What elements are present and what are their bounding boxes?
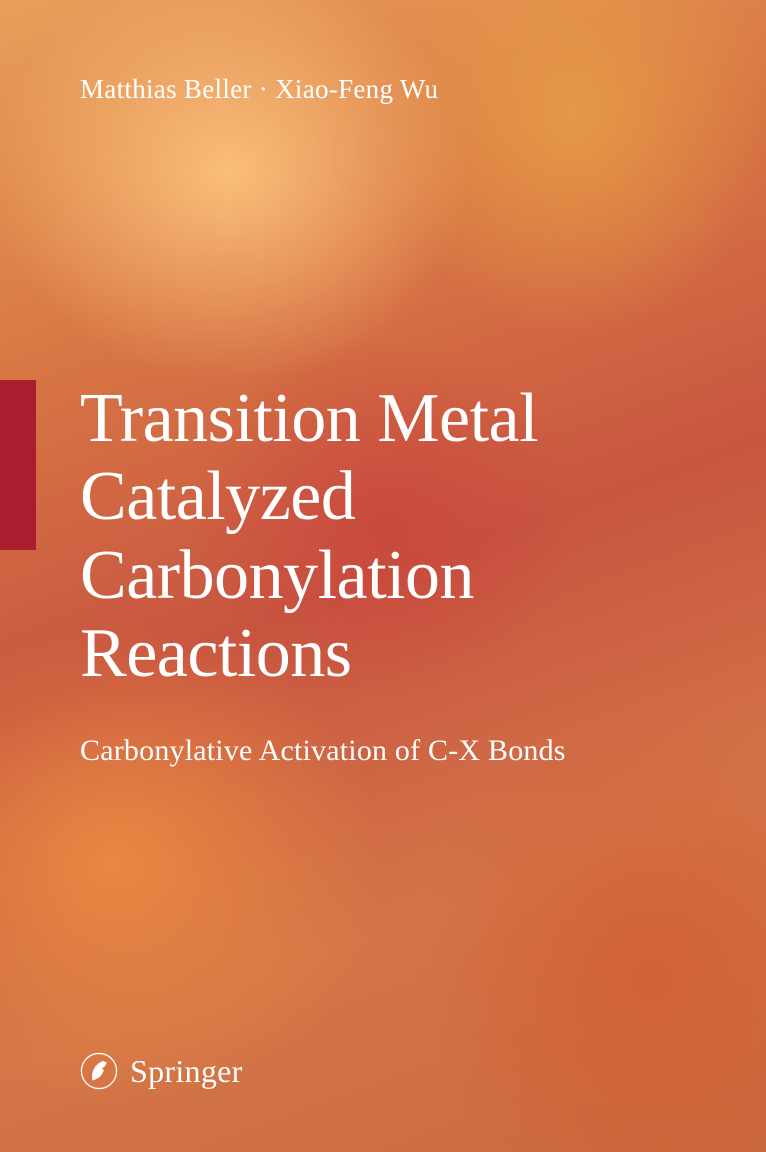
title-line-1: Transition Metal [80,380,706,458]
book-cover: Matthias Beller · Xiao-Feng Wu Transitio… [0,0,766,1152]
authors: Matthias Beller · Xiao-Feng Wu [80,74,438,105]
publisher-block: Springer [80,1052,243,1090]
title-line-3: Carbonylation [80,537,706,615]
title-line-2: Catalyzed [80,458,706,536]
publisher-name: Springer [130,1053,243,1090]
title-line-4: Reactions [80,615,706,693]
title: Transition Metal Catalyzed Carbonylation… [80,380,706,694]
subtitle: Carbonylative Activation of C-X Bonds [80,734,706,768]
accent-bar [0,380,36,550]
title-block: Transition Metal Catalyzed Carbonylation… [80,380,706,768]
springer-horse-icon [80,1052,118,1090]
